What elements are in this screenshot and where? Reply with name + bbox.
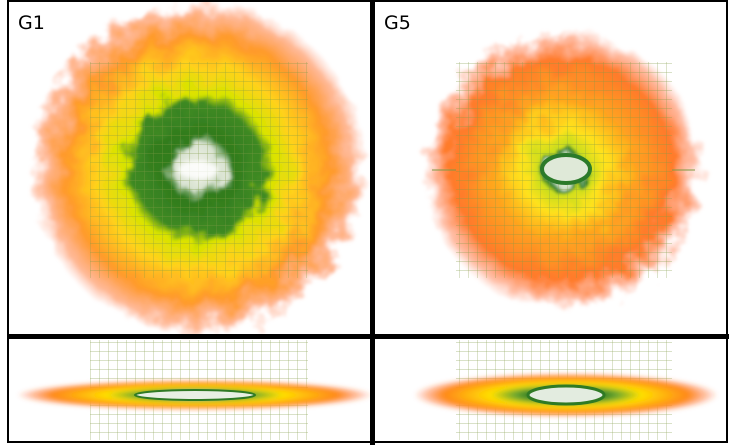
page: G1 G5 (() => { const data = JSON.parse(d…: [0, 0, 729, 445]
panel-label: G5: [384, 12, 411, 34]
divider: [8, 334, 729, 339]
figure: G1 G5: [0, 0, 729, 445]
divider: [370, 0, 375, 445]
panel-label: G1: [18, 12, 45, 34]
galaxy-core: [528, 386, 604, 404]
galaxy-core: [178, 161, 218, 179]
galaxy-core: [542, 155, 590, 183]
galaxy-core: [135, 390, 255, 400]
